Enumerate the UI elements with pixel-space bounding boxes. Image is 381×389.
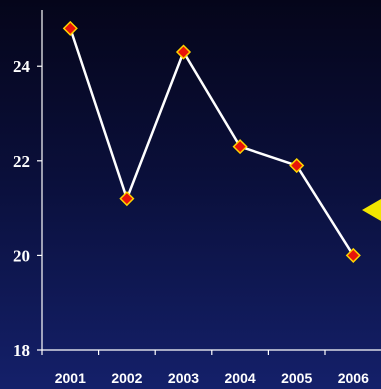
y-tick-label: 24 xyxy=(13,57,31,76)
data-point-marker xyxy=(119,191,135,207)
x-tick-label: 2001 xyxy=(55,370,86,386)
x-axis-ticks: 2001 2002 2003 2004 2005 2006 xyxy=(41,350,369,386)
series-markers xyxy=(62,20,361,263)
axes xyxy=(41,10,381,351)
y-tick-label: 22 xyxy=(13,152,30,171)
data-point-marker xyxy=(289,157,305,174)
pointer-arrow-icon xyxy=(362,199,381,221)
x-tick-label: 2004 xyxy=(225,370,256,386)
data-point-marker xyxy=(62,20,78,36)
x-tick-label: 2002 xyxy=(111,370,142,386)
series-line xyxy=(69,27,355,257)
data-point-marker xyxy=(345,247,361,263)
y-tick-label: 20 xyxy=(13,246,30,265)
y-tick-label: 18 xyxy=(13,341,30,360)
data-point-marker xyxy=(175,44,192,60)
x-tick-label: 2006 xyxy=(338,370,369,386)
data-point-marker xyxy=(232,139,248,155)
y-axis-ticks: 18 20 22 24 xyxy=(13,57,42,360)
x-tick-label: 2005 xyxy=(281,370,312,386)
x-tick-label: 2003 xyxy=(168,370,199,386)
